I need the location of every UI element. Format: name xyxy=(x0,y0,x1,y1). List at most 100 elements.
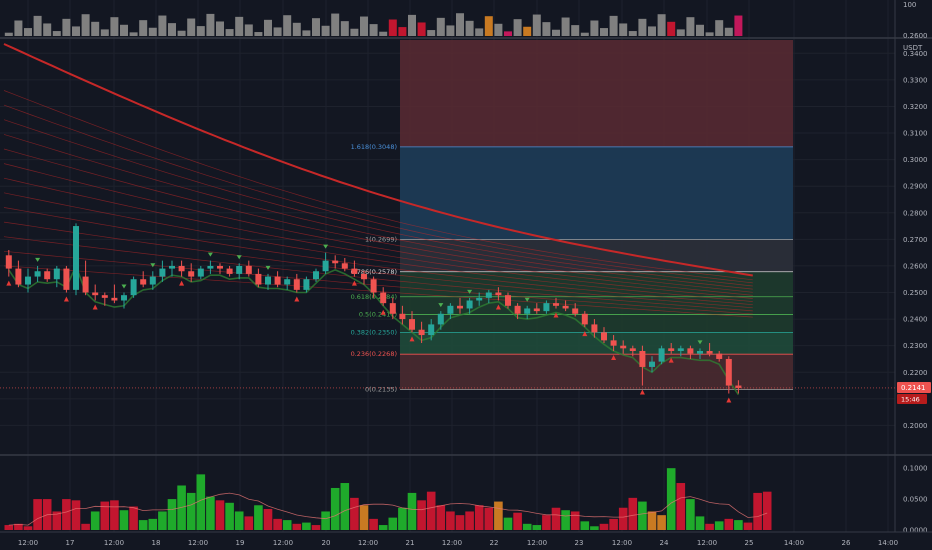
candle-body-14 xyxy=(140,279,147,285)
volume-bar-22 xyxy=(215,500,225,530)
top-bar-71 xyxy=(686,17,695,36)
top-bar-42 xyxy=(408,14,416,36)
volume-bar-56 xyxy=(542,515,551,530)
candle-body-45 xyxy=(437,313,444,325)
fib-label-0: 1.618(0.3048) xyxy=(351,143,397,151)
candlestick-series[interactable] xyxy=(5,223,742,394)
price-tick-7: 0.2700 xyxy=(903,236,928,244)
top-bar-55 xyxy=(532,14,541,37)
candle-body-57 xyxy=(553,303,559,306)
x-tick-9: 21 xyxy=(406,539,415,547)
candle-body-19 xyxy=(188,271,195,277)
volume-bar-12 xyxy=(119,510,129,530)
candle-body-42 xyxy=(409,319,415,330)
top-bar-7 xyxy=(72,26,80,36)
candle-body-1 xyxy=(15,268,22,285)
candle-body-21 xyxy=(207,265,214,269)
top-tick-1: 0.2600 xyxy=(903,32,928,40)
top-bar-44 xyxy=(427,30,436,36)
volume-tick-2: 0.0000 xyxy=(903,527,928,535)
candle-body-53 xyxy=(514,305,521,314)
candle-body-25 xyxy=(245,265,252,274)
x-tick-17: 25 xyxy=(745,539,754,547)
top-bar-51 xyxy=(494,23,503,36)
top-bar-54 xyxy=(523,26,532,36)
candle-body-46 xyxy=(447,305,454,314)
volume-bar-53 xyxy=(513,512,522,530)
sell-marker-3 xyxy=(35,257,41,262)
buy-marker-63 xyxy=(611,354,617,360)
candle-body-16 xyxy=(159,268,166,277)
volume-panel xyxy=(4,468,772,530)
volume-bar-5 xyxy=(52,511,62,530)
top-bar-19 xyxy=(187,18,196,36)
buy-marker-18 xyxy=(179,280,185,286)
candle-body-5 xyxy=(53,268,60,280)
ribbon-line-11 xyxy=(3,104,753,284)
volume-ma-line xyxy=(8,492,768,526)
top-bar-11 xyxy=(110,17,119,36)
volume-bar-9 xyxy=(90,511,100,530)
volume-bar-47 xyxy=(455,515,465,530)
volume-bar-19 xyxy=(186,492,196,530)
volume-bar-63 xyxy=(609,518,618,530)
price-tick-9: 0.2500 xyxy=(903,289,928,297)
top-bar-15 xyxy=(148,27,157,36)
top-bar-31 xyxy=(302,30,311,36)
x-tick-0: 12:00 xyxy=(18,539,38,547)
candle-body-48 xyxy=(466,300,473,309)
x-tick-8: 12:00 xyxy=(358,539,378,547)
volume-bar-65 xyxy=(628,497,638,530)
volume-bar-69 xyxy=(666,468,676,530)
buy-marker-0 xyxy=(6,280,12,286)
volume-bar-25 xyxy=(244,516,254,530)
candle-body-65 xyxy=(629,348,636,351)
top-bar-34 xyxy=(331,13,340,36)
candle-body-47 xyxy=(457,305,463,309)
volume-bar-78 xyxy=(753,492,762,530)
top-bar-6 xyxy=(62,18,71,36)
top-bar-16 xyxy=(158,15,167,36)
candle-body-9 xyxy=(92,292,99,296)
candle-body-20 xyxy=(197,268,204,277)
top-bar-9 xyxy=(91,21,100,36)
top-bar-26 xyxy=(254,32,263,36)
x-tick-2: 12:00 xyxy=(104,539,124,547)
fib-zones: 1.618(0.3048)1(0.2699)0.786(0.2578)0.618… xyxy=(0,40,895,394)
volume-bar-55 xyxy=(532,525,542,530)
buy-marker-51 xyxy=(495,304,501,310)
buy-marker-9 xyxy=(92,304,98,310)
volume-bar-8 xyxy=(81,523,90,530)
price-tick-12: 0.2200 xyxy=(903,369,928,377)
candle-body-63 xyxy=(610,340,617,346)
price-tick-10: 0.2400 xyxy=(903,316,928,324)
volume-bar-66 xyxy=(638,501,647,530)
price-axis-unit: USDT xyxy=(903,44,923,52)
fib-label-4: 0.5(0.2417) xyxy=(359,311,397,319)
volume-bar-58 xyxy=(561,510,570,530)
volume-bar-77 xyxy=(743,522,753,530)
buy-marker-75 xyxy=(726,397,732,403)
candle-body-69 xyxy=(668,348,675,351)
volume-bar-33 xyxy=(321,511,330,530)
candle-body-73 xyxy=(706,350,713,354)
volume-bar-70 xyxy=(676,483,686,530)
sell-marker-21 xyxy=(207,252,213,257)
fib-label-5: 0.382(0.2350) xyxy=(351,328,397,336)
top-bar-33 xyxy=(321,25,330,36)
volume-bar-60 xyxy=(580,521,590,530)
x-tick-4: 12:00 xyxy=(188,539,208,547)
candle-body-28 xyxy=(274,276,281,285)
top-bar-46 xyxy=(446,25,455,36)
volume-bar-62 xyxy=(599,523,609,530)
volume-bar-79 xyxy=(762,491,772,530)
candle-body-10 xyxy=(101,295,108,298)
top-bar-50 xyxy=(484,16,493,36)
ribbon-line-3 xyxy=(3,221,753,309)
ribbon-line-2 xyxy=(3,236,753,312)
candle-body-23 xyxy=(226,268,233,274)
candle-body-33 xyxy=(322,260,329,272)
candle-body-13 xyxy=(130,279,137,296)
candle-body-17 xyxy=(169,265,175,269)
